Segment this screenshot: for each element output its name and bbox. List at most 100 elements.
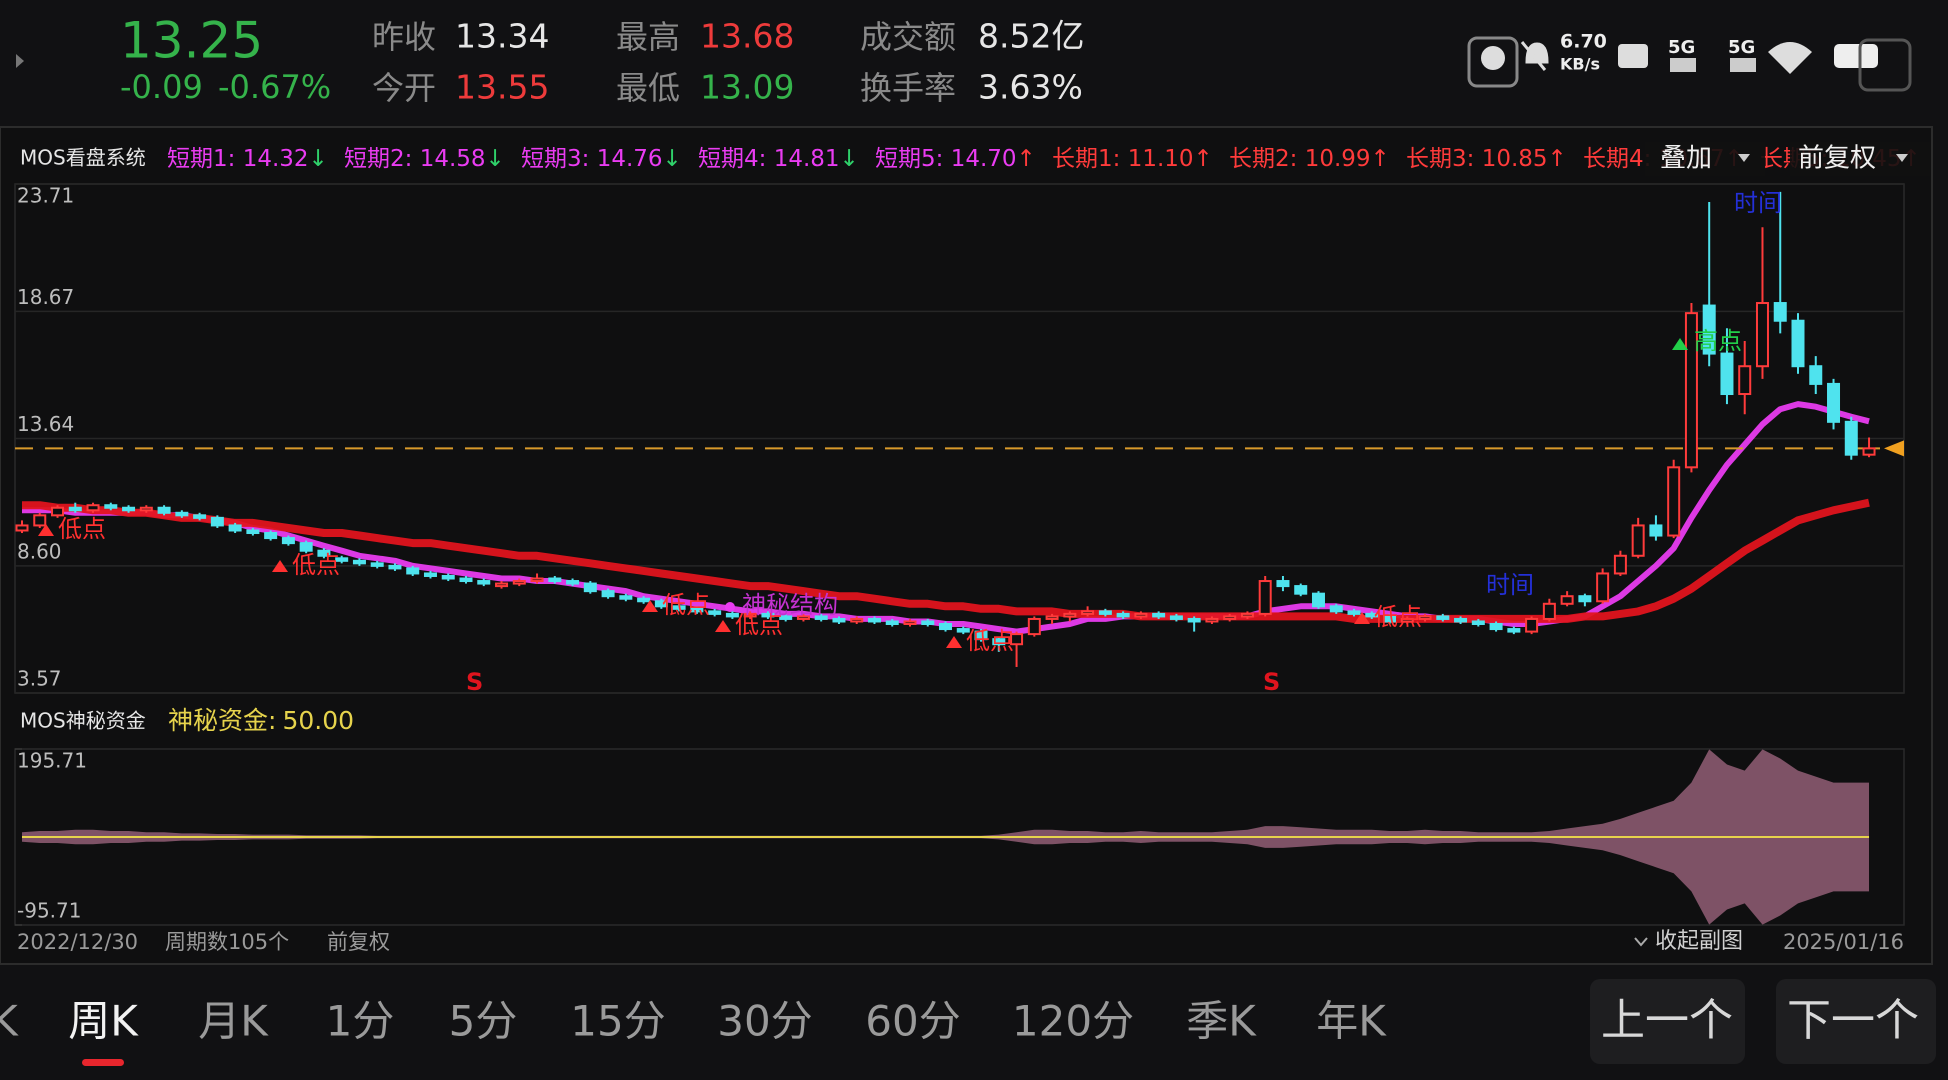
indicator-legend: 短期4: 14.81↓ xyxy=(698,146,859,172)
candle-body xyxy=(1507,628,1521,633)
period-tab[interactable]: 30分 xyxy=(717,997,812,1046)
y-tick-label: 195.71 xyxy=(17,749,87,773)
candle-body xyxy=(1844,420,1858,456)
indicator-legend: 短期5: 14.70↑ xyxy=(875,146,1036,172)
candle-body xyxy=(1347,610,1361,615)
candle-body xyxy=(725,612,739,618)
network-type: 5G xyxy=(1668,37,1695,58)
low-marker xyxy=(38,524,54,536)
candle-body xyxy=(477,580,491,585)
overlay-button[interactable]: 叠加 xyxy=(1660,144,1712,174)
candle-body xyxy=(690,607,704,613)
annotation: 时间 xyxy=(1486,571,1534,599)
candle-body xyxy=(583,582,597,593)
candle-body xyxy=(246,529,260,535)
last-price: 13.25 xyxy=(120,12,263,70)
field-label: 最低 xyxy=(616,69,680,107)
annotation: 高点 xyxy=(1694,327,1742,355)
price-change: -0.09 xyxy=(120,68,203,106)
status-icon xyxy=(1858,38,1912,92)
structure-marker xyxy=(725,602,735,612)
low-marker xyxy=(946,636,962,648)
candle-body xyxy=(157,506,171,514)
period-tab[interactable]: 60分 xyxy=(865,997,960,1046)
candle-body xyxy=(495,582,509,588)
candle-body xyxy=(210,516,224,527)
candle-body xyxy=(850,617,864,623)
indicator-text: 短期4: 14.81 xyxy=(698,146,840,172)
indicator-legend: 长期1: 11.10↑ xyxy=(1052,146,1213,172)
candle-body xyxy=(1187,617,1201,623)
candle-body xyxy=(1738,365,1752,396)
candle-body xyxy=(1827,382,1841,423)
annotation: 时间 xyxy=(1734,189,1782,217)
active-tab-indicator xyxy=(82,1059,124,1066)
prev-button[interactable]: 上一个 xyxy=(1601,995,1733,1046)
adjust-button[interactable]: 前复权 xyxy=(1798,144,1876,174)
candle-body xyxy=(1063,612,1077,618)
dropdown-arrow xyxy=(1896,154,1908,162)
start-date: 2022/12/30 xyxy=(17,930,138,954)
candle-body xyxy=(974,630,988,641)
candle-body xyxy=(370,562,384,567)
candle-body xyxy=(796,615,810,620)
indicator-legend: 长期2: 10.99↑ xyxy=(1229,146,1390,172)
annotation: 神秘结构 xyxy=(742,591,838,619)
candle-body xyxy=(1560,595,1574,605)
collapse-button[interactable]: 收起副图 xyxy=(1655,929,1743,954)
adjust-mode: 前复权 xyxy=(327,930,390,954)
candle-body xyxy=(761,612,775,618)
period-tab[interactable]: 年K xyxy=(1316,997,1387,1046)
candle-body xyxy=(1489,623,1503,631)
candle-body xyxy=(423,572,437,577)
period-tab[interactable]: 月K xyxy=(198,997,269,1046)
period-tab[interactable]: K xyxy=(0,997,19,1046)
low-marker xyxy=(642,600,658,612)
indicator-text: 短期5: 14.70 xyxy=(875,146,1017,172)
candle-body xyxy=(1134,612,1148,618)
annotation: 低点 xyxy=(966,627,1014,655)
indicator-text: 长期1: 11.10 xyxy=(1052,146,1194,172)
back-arrow[interactable] xyxy=(16,54,24,68)
field-label: 今开 xyxy=(372,69,436,107)
alarm-icon xyxy=(1481,46,1505,70)
period-tab[interactable]: 15分 xyxy=(570,997,665,1046)
candle-body xyxy=(281,537,295,545)
period-tab[interactable]: 1分 xyxy=(326,997,395,1046)
indicator-title: MOS看盘系统 xyxy=(20,146,146,170)
dropdown-arrow xyxy=(1738,154,1750,162)
indicator-legend: 短期1: 14.32↓ xyxy=(167,146,328,172)
candle-body xyxy=(1542,602,1556,620)
period-tab[interactable]: 120分 xyxy=(1012,997,1134,1046)
candle-body xyxy=(1223,615,1237,620)
candle-body xyxy=(1276,580,1290,588)
period-tab[interactable]: 季K xyxy=(1186,997,1257,1046)
sub-legend: 神秘资金: 50.00 xyxy=(168,706,354,735)
candle-body xyxy=(264,532,278,540)
low-marker xyxy=(1354,612,1370,624)
period-tab[interactable]: 5分 xyxy=(449,997,518,1046)
candle-body xyxy=(139,506,153,512)
candle-body xyxy=(1010,633,1024,646)
candle-body xyxy=(122,506,136,512)
next-button[interactable]: 下一个 xyxy=(1787,995,1919,1046)
collapse-chevron xyxy=(1634,937,1648,947)
y-tick-label: 23.71 xyxy=(17,184,74,208)
candle-body xyxy=(1755,302,1769,368)
candle-body xyxy=(1329,605,1343,613)
candle-body xyxy=(1773,302,1787,322)
candle-body xyxy=(68,506,82,512)
period-tab[interactable]: 周K xyxy=(68,997,139,1046)
candle-body xyxy=(672,605,686,610)
candle-body xyxy=(921,620,935,626)
candle-body xyxy=(1578,595,1592,603)
field-label: 昨收 xyxy=(372,18,436,56)
candle-body xyxy=(175,511,189,517)
sub-indicator-title: MOS神秘资金 xyxy=(20,709,146,733)
candle-body xyxy=(1862,447,1876,456)
candle-body xyxy=(530,577,544,583)
candle-body xyxy=(1045,615,1059,620)
candle-body xyxy=(1116,612,1130,618)
y-tick-label: 18.67 xyxy=(17,285,74,309)
